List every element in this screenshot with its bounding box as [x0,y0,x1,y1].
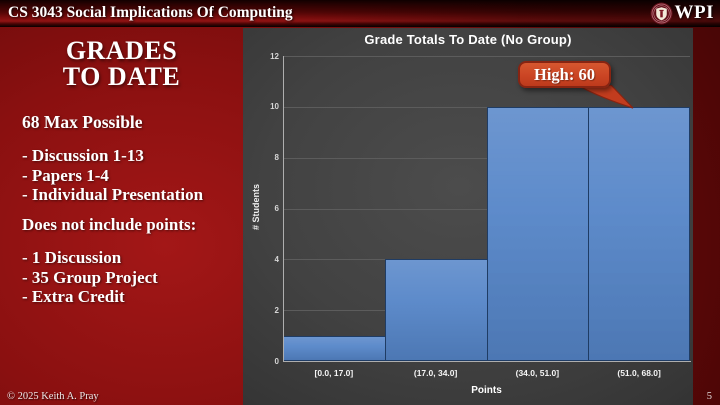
x-axis-title: Points [471,385,502,396]
y-tick-label: 6 [274,204,279,213]
high-callout: High: 60 [518,61,611,88]
y-tick-label: 10 [270,102,279,112]
slide-title-line2: TO DATE [62,62,181,91]
y-tick-label: 2 [274,305,279,315]
y-tick-label: 8 [274,153,279,163]
course-title: CS 3043 Social Implications Of Computing [8,4,293,21]
grid-line [283,56,690,57]
wpi-logo-text: WPI [674,2,714,23]
excluded-heading: Does not include points: [22,215,197,235]
callout-tail [576,85,634,109]
x-tick-label: (51.0, 68.0] [617,368,661,378]
histogram-bar [384,259,488,361]
y-tick-label: 12 [270,51,279,61]
list-item: - 1 Discussion [22,248,122,268]
header-bar: CS 3043 Social Implications Of Computing… [0,0,720,27]
list-item: - Individual Presentation [22,184,204,204]
wpi-logo: WPI [649,1,715,25]
histogram-bar [486,106,590,361]
list-item: - Extra Credit [22,287,125,307]
x-tick-label: [0.0, 17.0] [314,368,354,378]
list-item: - Papers 1-4 [22,165,109,185]
x-tick-label: (17.0, 34.0] [413,368,458,378]
y-tick-label: 0 [274,356,279,366]
list-item: - 35 Group Project [22,267,158,287]
slide-title: GRADES TO DATE [0,38,243,90]
slide-title-line1: GRADES [65,36,178,65]
max-points-text: 68 Max Possible [22,112,143,132]
list-item: - Discussion 1-13 [22,146,144,166]
slide-text-column: GRADES TO DATE 68 Max Possible - Discuss… [0,27,243,405]
histogram-bar [588,106,690,361]
chart-title: Grade Totals To Date (No Group) [364,32,572,47]
y-axis-line [283,56,284,361]
histogram-bar [283,335,386,361]
copyright-text: © 2025 Keith A. Pray [7,391,99,402]
x-axis-line [283,361,691,362]
page-number: 5 [706,391,712,402]
excluded-items-list: - 1 Discussion - 35 Group Project - Extr… [22,248,243,306]
y-tick-label: 4 [274,254,279,264]
x-tick-label: (34.0, 51.0] [515,368,560,378]
included-items-list: - Discussion 1-13 - Papers 1-4 - Individ… [22,146,243,204]
wpi-seal-icon [649,1,673,25]
high-callout-text: High: 60 [534,64,595,84]
chart-panel: Grade Totals To Date (No Group) # Studen… [243,28,693,405]
